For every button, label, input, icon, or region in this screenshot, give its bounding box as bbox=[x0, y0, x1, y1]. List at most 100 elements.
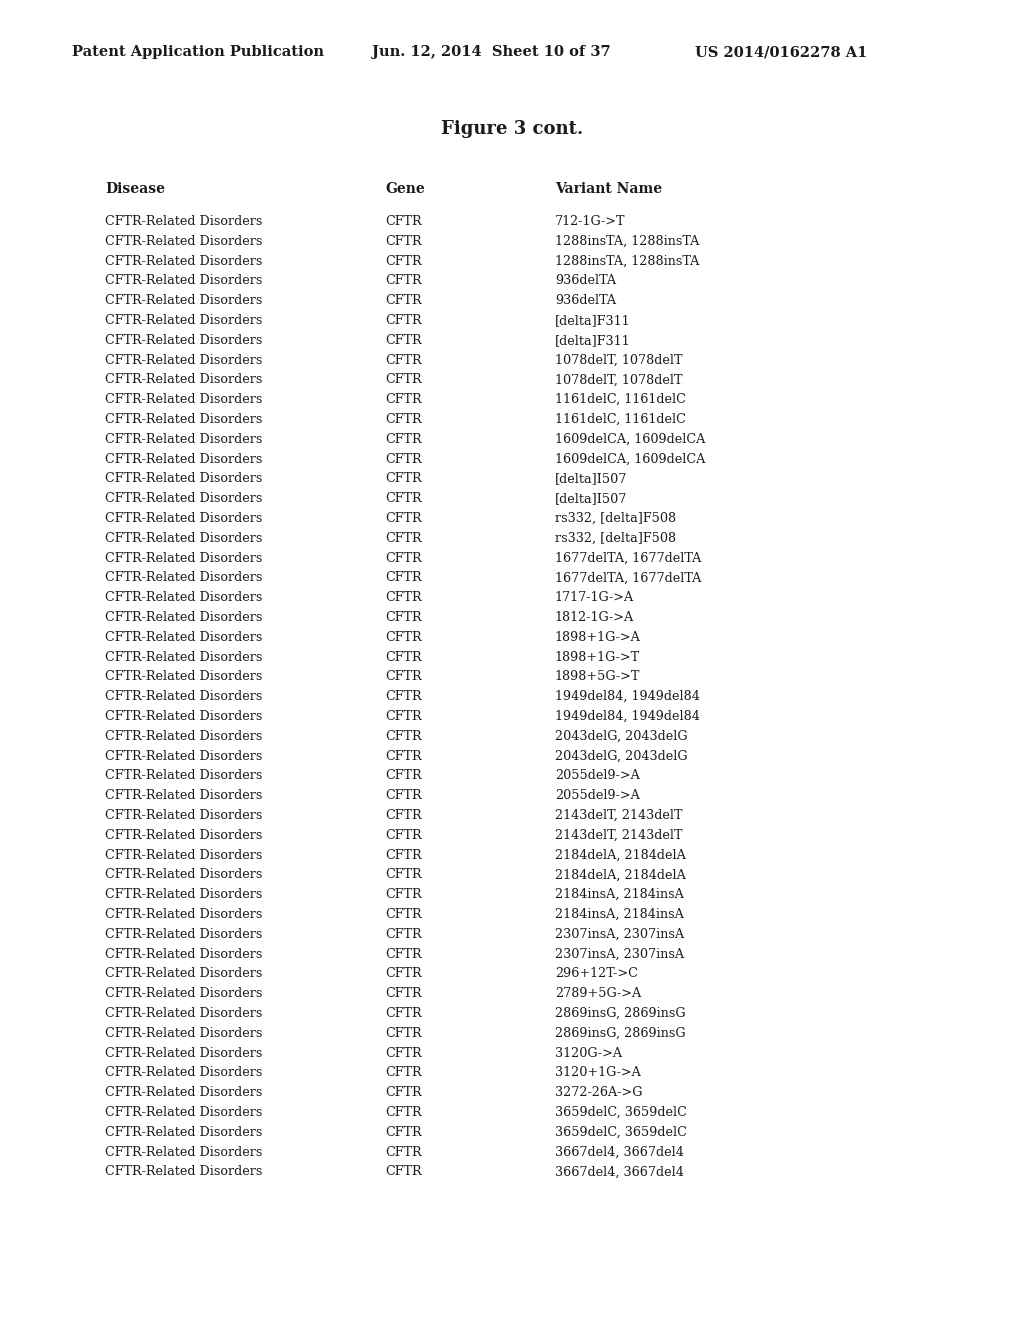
Text: 1609delCA, 1609delCA: 1609delCA, 1609delCA bbox=[555, 433, 706, 446]
Text: CFTR: CFTR bbox=[385, 671, 422, 684]
Text: CFTR-Related Disorders: CFTR-Related Disorders bbox=[105, 671, 262, 684]
Text: CFTR-Related Disorders: CFTR-Related Disorders bbox=[105, 512, 262, 525]
Text: rs332, [delta]F508: rs332, [delta]F508 bbox=[555, 532, 676, 545]
Text: 1677delTA, 1677delTA: 1677delTA, 1677delTA bbox=[555, 572, 701, 585]
Text: CFTR: CFTR bbox=[385, 572, 422, 585]
Text: CFTR: CFTR bbox=[385, 987, 422, 1001]
Text: 3659delC, 3659delC: 3659delC, 3659delC bbox=[555, 1126, 687, 1139]
Text: Figure 3 cont.: Figure 3 cont. bbox=[441, 120, 583, 139]
Text: Patent Application Publication: Patent Application Publication bbox=[72, 45, 324, 59]
Text: Variant Name: Variant Name bbox=[555, 182, 663, 195]
Text: CFTR: CFTR bbox=[385, 473, 422, 486]
Text: 936delTA: 936delTA bbox=[555, 294, 616, 308]
Text: CFTR-Related Disorders: CFTR-Related Disorders bbox=[105, 532, 262, 545]
Text: 2143delT, 2143delT: 2143delT, 2143delT bbox=[555, 829, 683, 842]
Text: CFTR: CFTR bbox=[385, 1166, 422, 1179]
Text: CFTR-Related Disorders: CFTR-Related Disorders bbox=[105, 908, 262, 921]
Text: [delta]I507: [delta]I507 bbox=[555, 473, 628, 486]
Text: CFTR: CFTR bbox=[385, 928, 422, 941]
Text: CFTR-Related Disorders: CFTR-Related Disorders bbox=[105, 631, 262, 644]
Text: CFTR-Related Disorders: CFTR-Related Disorders bbox=[105, 1166, 262, 1179]
Text: 3272-26A->G: 3272-26A->G bbox=[555, 1086, 642, 1100]
Text: CFTR: CFTR bbox=[385, 1047, 422, 1060]
Text: CFTR: CFTR bbox=[385, 294, 422, 308]
Text: CFTR-Related Disorders: CFTR-Related Disorders bbox=[105, 1146, 262, 1159]
Text: 936delTA: 936delTA bbox=[555, 275, 616, 288]
Text: CFTR-Related Disorders: CFTR-Related Disorders bbox=[105, 1027, 262, 1040]
Text: 2184delA, 2184delA: 2184delA, 2184delA bbox=[555, 869, 686, 882]
Text: CFTR-Related Disorders: CFTR-Related Disorders bbox=[105, 235, 262, 248]
Text: CFTR-Related Disorders: CFTR-Related Disorders bbox=[105, 651, 262, 664]
Text: CFTR-Related Disorders: CFTR-Related Disorders bbox=[105, 374, 262, 387]
Text: 2143delT, 2143delT: 2143delT, 2143delT bbox=[555, 809, 683, 822]
Text: 2184delA, 2184delA: 2184delA, 2184delA bbox=[555, 849, 686, 862]
Text: CFTR-Related Disorders: CFTR-Related Disorders bbox=[105, 1007, 262, 1020]
Text: 3659delC, 3659delC: 3659delC, 3659delC bbox=[555, 1106, 687, 1119]
Text: CFTR-Related Disorders: CFTR-Related Disorders bbox=[105, 809, 262, 822]
Text: 1812-1G->A: 1812-1G->A bbox=[555, 611, 634, 624]
Text: CFTR-Related Disorders: CFTR-Related Disorders bbox=[105, 710, 262, 723]
Text: CFTR-Related Disorders: CFTR-Related Disorders bbox=[105, 770, 262, 783]
Text: CFTR-Related Disorders: CFTR-Related Disorders bbox=[105, 869, 262, 882]
Text: CFTR-Related Disorders: CFTR-Related Disorders bbox=[105, 1126, 262, 1139]
Text: Gene: Gene bbox=[385, 182, 425, 195]
Text: CFTR-Related Disorders: CFTR-Related Disorders bbox=[105, 255, 262, 268]
Text: 2869insG, 2869insG: 2869insG, 2869insG bbox=[555, 1027, 686, 1040]
Text: 2043delG, 2043delG: 2043delG, 2043delG bbox=[555, 750, 688, 763]
Text: 2789+5G->A: 2789+5G->A bbox=[555, 987, 641, 1001]
Text: CFTR: CFTR bbox=[385, 1027, 422, 1040]
Text: 2184insA, 2184insA: 2184insA, 2184insA bbox=[555, 888, 684, 902]
Text: 1677delTA, 1677delTA: 1677delTA, 1677delTA bbox=[555, 552, 701, 565]
Text: CFTR: CFTR bbox=[385, 968, 422, 981]
Text: CFTR: CFTR bbox=[385, 591, 422, 605]
Text: CFTR: CFTR bbox=[385, 730, 422, 743]
Text: CFTR: CFTR bbox=[385, 849, 422, 862]
Text: Disease: Disease bbox=[105, 182, 165, 195]
Text: CFTR-Related Disorders: CFTR-Related Disorders bbox=[105, 730, 262, 743]
Text: CFTR: CFTR bbox=[385, 888, 422, 902]
Text: CFTR: CFTR bbox=[385, 770, 422, 783]
Text: CFTR-Related Disorders: CFTR-Related Disorders bbox=[105, 968, 262, 981]
Text: CFTR-Related Disorders: CFTR-Related Disorders bbox=[105, 275, 262, 288]
Text: 1898+5G->T: 1898+5G->T bbox=[555, 671, 640, 684]
Text: CFTR: CFTR bbox=[385, 413, 422, 426]
Text: CFTR-Related Disorders: CFTR-Related Disorders bbox=[105, 611, 262, 624]
Text: 3120+1G->A: 3120+1G->A bbox=[555, 1067, 641, 1080]
Text: CFTR-Related Disorders: CFTR-Related Disorders bbox=[105, 1106, 262, 1119]
Text: 1949del84, 1949del84: 1949del84, 1949del84 bbox=[555, 710, 699, 723]
Text: CFTR: CFTR bbox=[385, 393, 422, 407]
Text: CFTR: CFTR bbox=[385, 354, 422, 367]
Text: CFTR: CFTR bbox=[385, 651, 422, 664]
Text: CFTR-Related Disorders: CFTR-Related Disorders bbox=[105, 433, 262, 446]
Text: Jun. 12, 2014  Sheet 10 of 37: Jun. 12, 2014 Sheet 10 of 37 bbox=[372, 45, 610, 59]
Text: CFTR: CFTR bbox=[385, 552, 422, 565]
Text: CFTR-Related Disorders: CFTR-Related Disorders bbox=[105, 829, 262, 842]
Text: 2043delG, 2043delG: 2043delG, 2043delG bbox=[555, 730, 688, 743]
Text: CFTR-Related Disorders: CFTR-Related Disorders bbox=[105, 334, 262, 347]
Text: CFTR-Related Disorders: CFTR-Related Disorders bbox=[105, 948, 262, 961]
Text: CFTR-Related Disorders: CFTR-Related Disorders bbox=[105, 393, 262, 407]
Text: CFTR-Related Disorders: CFTR-Related Disorders bbox=[105, 354, 262, 367]
Text: CFTR-Related Disorders: CFTR-Related Disorders bbox=[105, 294, 262, 308]
Text: CFTR: CFTR bbox=[385, 235, 422, 248]
Text: 712-1G->T: 712-1G->T bbox=[555, 215, 626, 228]
Text: CFTR: CFTR bbox=[385, 314, 422, 327]
Text: CFTR-Related Disorders: CFTR-Related Disorders bbox=[105, 413, 262, 426]
Text: CFTR-Related Disorders: CFTR-Related Disorders bbox=[105, 453, 262, 466]
Text: CFTR-Related Disorders: CFTR-Related Disorders bbox=[105, 314, 262, 327]
Text: 1288insTA, 1288insTA: 1288insTA, 1288insTA bbox=[555, 255, 699, 268]
Text: CFTR-Related Disorders: CFTR-Related Disorders bbox=[105, 690, 262, 704]
Text: 1288insTA, 1288insTA: 1288insTA, 1288insTA bbox=[555, 235, 699, 248]
Text: CFTR: CFTR bbox=[385, 809, 422, 822]
Text: 1609delCA, 1609delCA: 1609delCA, 1609delCA bbox=[555, 453, 706, 466]
Text: CFTR: CFTR bbox=[385, 275, 422, 288]
Text: CFTR: CFTR bbox=[385, 948, 422, 961]
Text: CFTR-Related Disorders: CFTR-Related Disorders bbox=[105, 849, 262, 862]
Text: CFTR-Related Disorders: CFTR-Related Disorders bbox=[105, 987, 262, 1001]
Text: CFTR: CFTR bbox=[385, 1146, 422, 1159]
Text: 1717-1G->A: 1717-1G->A bbox=[555, 591, 634, 605]
Text: CFTR: CFTR bbox=[385, 908, 422, 921]
Text: 1161delC, 1161delC: 1161delC, 1161delC bbox=[555, 413, 686, 426]
Text: CFTR-Related Disorders: CFTR-Related Disorders bbox=[105, 789, 262, 803]
Text: CFTR-Related Disorders: CFTR-Related Disorders bbox=[105, 1067, 262, 1080]
